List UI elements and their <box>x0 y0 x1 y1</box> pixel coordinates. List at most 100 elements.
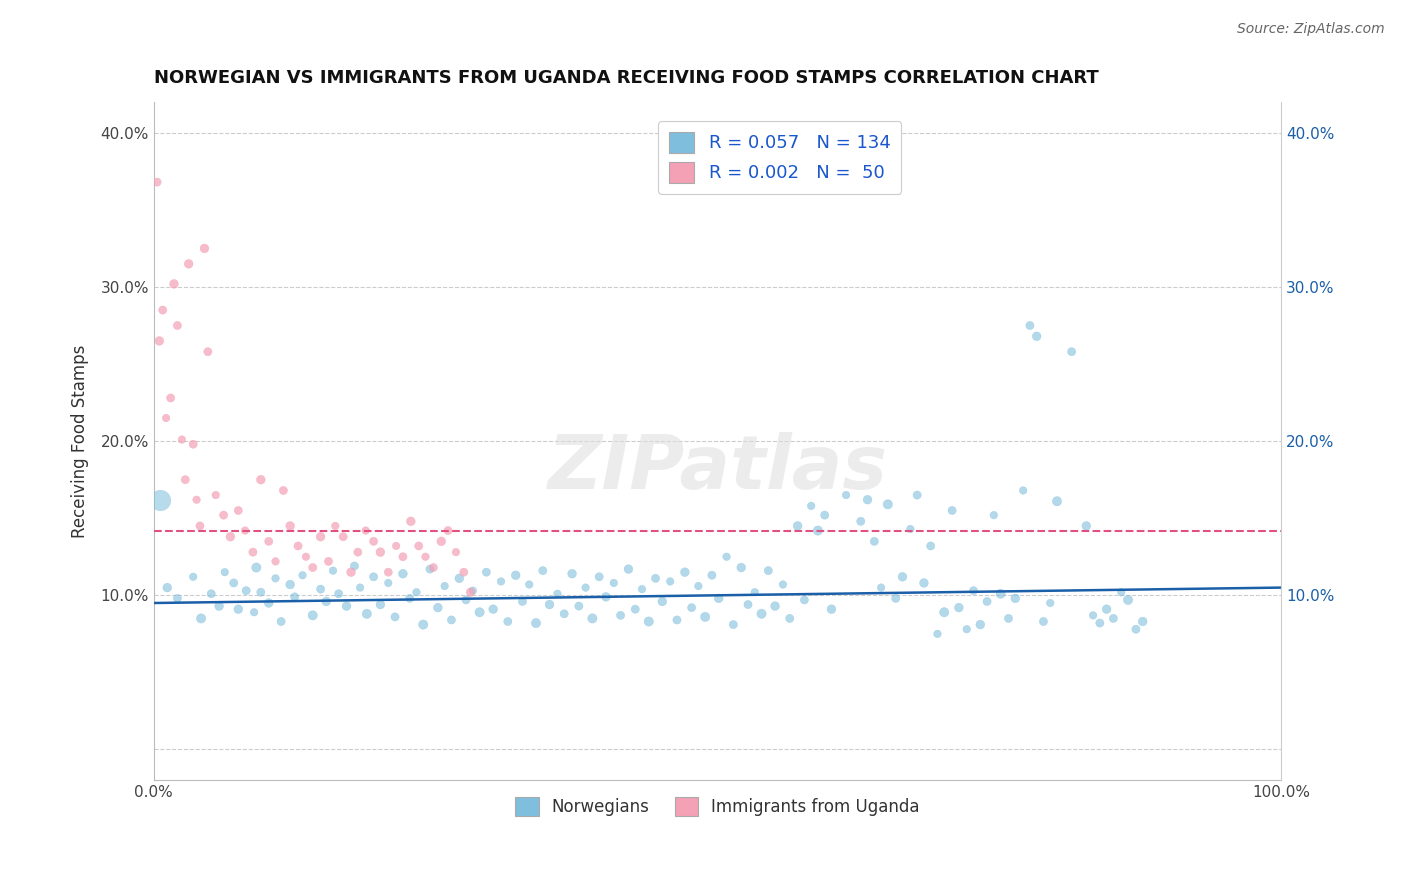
Point <box>437 524 460 538</box>
Point <box>631 582 654 596</box>
Point <box>1046 494 1069 508</box>
Point <box>688 579 710 593</box>
Point <box>200 587 222 601</box>
Point <box>505 568 527 582</box>
Point <box>328 587 350 601</box>
Point <box>489 574 512 589</box>
Point <box>370 598 392 612</box>
Point <box>270 615 292 629</box>
Point <box>385 539 408 553</box>
Point <box>891 570 914 584</box>
Point <box>166 318 188 333</box>
Point <box>226 503 249 517</box>
Point <box>1025 329 1047 343</box>
Point <box>370 545 392 559</box>
Point <box>814 508 837 523</box>
Legend: Norwegians, Immigrants from Uganda: Norwegians, Immigrants from Uganda <box>509 790 927 822</box>
Point <box>553 607 575 621</box>
Point <box>405 585 427 599</box>
Point <box>454 593 477 607</box>
Point <box>512 594 534 608</box>
Point <box>233 524 256 538</box>
Point <box>983 508 1005 523</box>
Point <box>644 571 666 585</box>
Point <box>849 514 872 528</box>
Point <box>637 615 659 629</box>
Point <box>800 499 823 513</box>
Point <box>624 602 647 616</box>
Point <box>482 602 505 616</box>
Point <box>475 565 498 579</box>
Point <box>659 574 682 589</box>
Point <box>496 615 519 629</box>
Text: ZIPatlas: ZIPatlas <box>547 432 887 505</box>
Point <box>990 587 1012 601</box>
Point <box>181 437 204 451</box>
Point <box>969 617 991 632</box>
Point <box>603 576 626 591</box>
Point <box>1019 318 1042 333</box>
Point <box>700 568 723 582</box>
Point <box>820 602 842 616</box>
Point <box>166 591 188 606</box>
Point <box>730 560 752 574</box>
Point <box>287 539 309 553</box>
Point <box>190 611 212 625</box>
Point <box>538 598 561 612</box>
Point <box>318 554 340 568</box>
Point <box>665 613 688 627</box>
Point <box>1095 602 1118 616</box>
Point <box>214 565 236 579</box>
Point <box>170 433 193 447</box>
Point <box>737 598 759 612</box>
Point <box>197 344 219 359</box>
Point <box>1109 585 1132 599</box>
Point <box>1081 608 1104 623</box>
Point <box>152 303 174 318</box>
Point <box>156 581 179 595</box>
Point <box>962 583 984 598</box>
Point <box>148 334 170 348</box>
Point <box>1012 483 1035 498</box>
Point <box>673 565 696 579</box>
Point <box>250 473 273 487</box>
Point <box>159 391 181 405</box>
Point <box>181 570 204 584</box>
Point <box>301 560 323 574</box>
Point <box>561 566 583 581</box>
Point <box>786 519 808 533</box>
Point <box>354 524 377 538</box>
Point <box>460 585 482 599</box>
Point <box>744 585 766 599</box>
Point <box>301 608 323 623</box>
Point <box>707 591 730 606</box>
Point <box>453 565 475 579</box>
Point <box>212 508 235 523</box>
Point <box>343 559 366 574</box>
Point <box>793 593 815 607</box>
Point <box>149 492 172 507</box>
Point <box>524 615 547 630</box>
Point <box>531 564 554 578</box>
Point <box>651 594 673 608</box>
Point <box>588 570 610 584</box>
Point <box>1116 593 1139 607</box>
Point <box>863 534 886 549</box>
Point <box>1088 615 1111 630</box>
Point <box>278 577 301 591</box>
Point <box>1102 611 1125 625</box>
Point <box>723 617 745 632</box>
Point <box>976 594 998 608</box>
Point <box>997 611 1019 625</box>
Text: Source: ZipAtlas.com: Source: ZipAtlas.com <box>1237 22 1385 37</box>
Point <box>920 539 942 553</box>
Point <box>876 497 898 511</box>
Point <box>575 581 598 595</box>
Point <box>186 492 208 507</box>
Point <box>257 596 280 610</box>
Point <box>356 607 378 621</box>
Point <box>398 591 420 606</box>
Point <box>377 576 399 591</box>
Point <box>763 599 786 613</box>
Point <box>517 577 540 591</box>
